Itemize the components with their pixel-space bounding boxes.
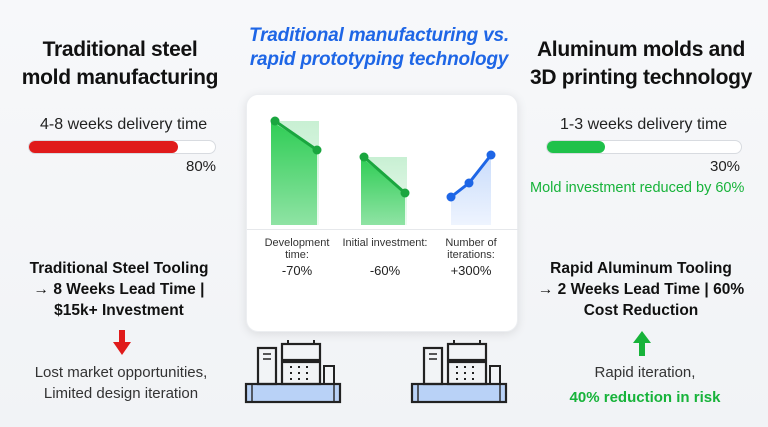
stat-iterations-label1: Number of [445,237,497,249]
right-summary-line3: Cost Reduction [583,302,699,319]
dev-time-bar [271,121,317,225]
stat-iterations: Number of iterations: +300% [429,237,513,278]
right-summary-line2: → 2 Weeks Lead Time | 60% [537,281,745,298]
iterations-point-3 [486,150,496,160]
stat-iterations-label2: iterations: [447,249,495,261]
investment-reduction-note: Mold investment reduced by 60% [530,180,745,196]
rapid-tooling-machine-icon [410,340,508,404]
dev-time-point-end [312,145,322,155]
steel-mold-machine-icon [244,340,342,404]
right-heading: Aluminum molds and 3D printing technolog… [526,36,756,92]
right-note: Rapid iteration, 40% reduction in risk [540,362,750,406]
right-progress-text: 30% [710,158,741,175]
page-title-line2: rapid prototyping technology [249,49,509,70]
left-summary: Traditional Steel Tooling → 8 Weeks Lead… [14,258,224,321]
arrow-up-icon [633,331,651,356]
stat-dev-time: Development time: -70% [253,237,341,278]
page-title: Traditional manufacturing vs. rapid prot… [224,24,534,72]
right-note-line2: 40% reduction in risk [569,389,721,406]
stat-investment-label: Initial investment: [342,237,428,249]
right-heading-line2: 3D printing technology [529,66,753,89]
investment-bar [361,157,405,225]
left-note-line1: Lost market opportunities, [34,364,208,381]
stat-dev-time-label2: time: [285,249,309,261]
left-progress-fill [29,141,178,153]
left-summary-line2: → 8 Weeks Lead Time | [33,281,205,298]
page-title-line1: Traditional manufacturing vs. [249,25,509,46]
reduction-chart [270,116,496,225]
stat-iterations-value: +300% [450,263,492,278]
dev-time-line [274,119,318,152]
right-delivery-label: 1-3 weeks delivery time [560,116,728,133]
left-note: Lost market opportunities, Limited desig… [14,362,228,404]
stat-investment-value: -60% [369,263,401,278]
left-heading: Traditional steel mold manufacturing [20,36,220,92]
stat-dev-time-value: -70% [281,263,313,278]
left-note-line2: Limited design iteration [43,385,199,402]
investment-line [363,155,406,195]
right-summary: Rapid Aluminum Tooling → 2 Weeks Lead Ti… [528,258,754,321]
left-heading-line1: Traditional steel [42,38,198,61]
iterations-point-1 [446,192,456,202]
investment-point-start [359,152,369,162]
left-heading-line2: mold manufacturing [21,66,219,89]
left-progress-text: 80% [186,158,217,175]
comparison-panel: Development time: -70% Initial investmen… [246,94,519,332]
investment-point-end [400,188,410,198]
right-note-line1: Rapid iteration, [594,364,696,381]
stat-dev-time-label1: Development [264,237,330,249]
left-summary-line3: $15k+ Investment [54,302,184,319]
dev-time-point-start [270,116,280,126]
right-summary-line1: Rapid Aluminum Tooling [550,260,732,277]
right-progress-bar [546,140,742,154]
left-delivery-label: 4-8 weeks delivery time [40,116,208,133]
iterations-point-2 [464,178,474,188]
stat-investment: Initial investment: -60% [339,237,431,278]
iterations-area [451,155,491,225]
left-progress-bar [28,140,216,154]
panel-divider [247,229,519,230]
left-summary-line1: Traditional Steel Tooling [29,260,209,277]
right-progress-fill [547,141,606,153]
right-heading-line1: Aluminum molds and [536,38,746,61]
arrow-down-icon [113,330,131,355]
